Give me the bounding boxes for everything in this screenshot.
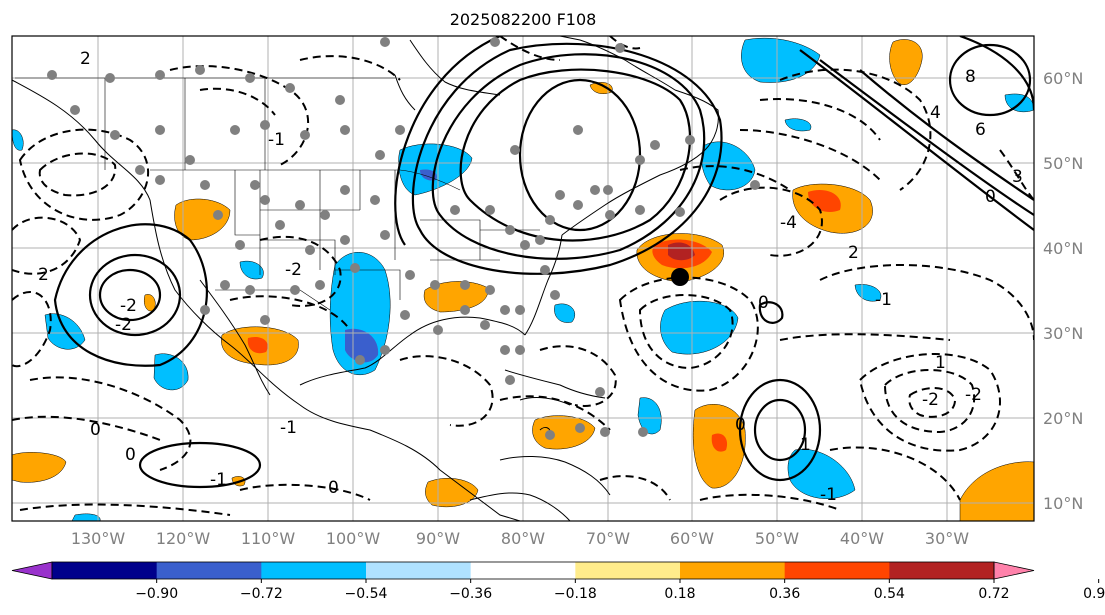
positive-contours xyxy=(53,36,1034,489)
contour-label: 1 xyxy=(800,435,811,455)
contour-label: 8 xyxy=(965,67,976,87)
latitude-label: 60°N xyxy=(1043,69,1083,88)
colorbar-tick-label: 0.36 xyxy=(769,586,800,602)
colorbar-segment xyxy=(366,562,472,579)
colorbar-segment xyxy=(889,562,995,579)
contour-label: -1 xyxy=(280,418,297,438)
colorbar-segment xyxy=(156,562,262,579)
contour-label: -4 xyxy=(780,213,797,233)
colorbar-segment xyxy=(261,562,367,579)
latitude-axis: 60°N 50°N 40°N 30°N 20°N 10°N xyxy=(1043,69,1083,513)
negative-contours xyxy=(12,36,1034,516)
colorbar-ticks: −0.90 −0.72 −0.54 −0.36 −0.18 0.18 0.36 0.54 0.7… xyxy=(135,579,1105,602)
colorbar-segment xyxy=(52,562,158,579)
colorbar-tick-label: 0.90 xyxy=(1083,586,1105,602)
observation-points xyxy=(47,37,760,440)
longitude-label: 80°W xyxy=(501,529,545,548)
latitude-label: 10°N xyxy=(1043,494,1083,513)
contour-label: -1 xyxy=(875,290,892,310)
contour-label: 4 xyxy=(930,103,941,123)
contour-label: 2 xyxy=(848,243,859,263)
latitude-label: 30°N xyxy=(1043,324,1083,343)
contour-label: 6 xyxy=(975,120,986,140)
colorbar-tick-label: −0.72 xyxy=(240,586,283,602)
chart-title: 2025082200 F108 xyxy=(449,10,597,29)
contour-label: -2 xyxy=(965,385,982,405)
colorbar-segment xyxy=(680,562,786,579)
longitude-label: 130°W xyxy=(71,529,126,548)
contour-label: 0 xyxy=(758,293,769,313)
colorbar: −0.90 −0.72 −0.54 −0.36 −0.18 0.18 0.36 0.54 0.7… xyxy=(11,561,1105,602)
longitude-label: 100°W xyxy=(326,529,381,548)
contour-label: 2 xyxy=(38,265,49,285)
contour-label: -1 xyxy=(268,130,285,150)
colorbar-segment xyxy=(575,562,681,579)
contour-labels: -2 -2 2 2 -1 0 1 -1 0 2 -4 4 6 8 3 0 -2 … xyxy=(38,49,1023,505)
longitude-label: 110°W xyxy=(241,529,296,548)
colorbar-tick-label: −0.90 xyxy=(135,586,178,602)
contour-label: 0 xyxy=(125,445,136,465)
colorbar-segment xyxy=(470,562,576,579)
contour-label: 1 xyxy=(935,353,946,373)
latitude-label: 40°N xyxy=(1043,239,1083,258)
contour-label: -1 xyxy=(820,485,837,505)
longitude-label: 40°W xyxy=(840,529,884,548)
contour-label: -2 xyxy=(922,390,939,410)
contour-label: 3 xyxy=(1012,167,1023,187)
contour-label: -1 xyxy=(210,470,227,490)
map-panel: -2 -2 2 2 -1 0 1 -1 0 2 -4 4 6 8 3 0 -2 … xyxy=(11,35,1083,548)
colorbar-extend-min xyxy=(11,561,53,580)
colorbar-segment xyxy=(784,562,890,579)
latitude-label: 20°N xyxy=(1043,409,1083,428)
latitude-label: 50°N xyxy=(1043,154,1083,173)
colorbar-tick-label: −0.36 xyxy=(449,586,492,602)
longitude-label: 120°W xyxy=(156,529,211,548)
map-frame xyxy=(11,35,1035,522)
contour-label: 0 xyxy=(985,187,996,207)
contour-label: -2 xyxy=(115,315,132,335)
colorbar-tick-label: 0.18 xyxy=(664,586,695,602)
contour-label: 0 xyxy=(328,478,339,498)
longitude-label: 90°W xyxy=(416,529,460,548)
colorbar-tick-label: −0.54 xyxy=(345,586,388,602)
contour-label: 2 xyxy=(80,49,91,69)
coastlines xyxy=(12,36,719,521)
colorbar-tick-label: 0.54 xyxy=(874,586,905,602)
contour-label: 0 xyxy=(90,420,101,440)
colorbar-tick-label: −0.18 xyxy=(554,586,597,602)
longitude-label: 60°W xyxy=(670,529,714,548)
longitude-label: 50°W xyxy=(755,529,799,548)
colorbar-extend-max xyxy=(993,561,1035,580)
contour-label: 0 xyxy=(735,415,746,435)
colorbar-frame xyxy=(51,561,995,580)
contour-label: -2 xyxy=(285,260,302,280)
contour-label: -2 xyxy=(120,296,137,316)
graticule xyxy=(12,36,1034,521)
longitude-label: 30°W xyxy=(925,529,969,548)
colorbar-segments xyxy=(11,561,1035,580)
colorbar-tick-label: 0.72 xyxy=(978,586,1009,602)
longitude-label: 70°W xyxy=(586,529,630,548)
highlight-marker xyxy=(671,268,689,286)
longitude-axis: 130°W 120°W 110°W 100°W 90°W 80°W 70°W 6… xyxy=(71,529,969,548)
